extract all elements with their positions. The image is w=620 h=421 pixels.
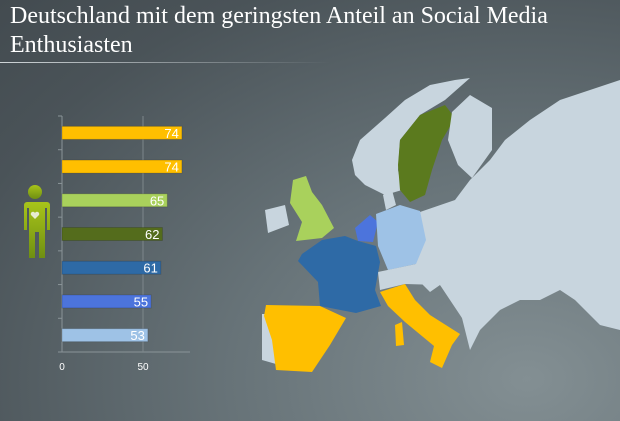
x-tick-label: 50 [137,362,149,373]
bar-value-label: 74 [164,126,178,141]
map-region-netherlands [355,215,378,242]
bar-italien [61,159,183,174]
map-region-spain [264,305,346,372]
map-region-sardinia [395,322,404,346]
bar-schweden [61,227,163,241]
map-region-ireland [265,205,289,233]
bar-frankreich [61,260,162,275]
x-tick-label: 0 [59,362,65,373]
map-region-finland [448,95,492,178]
bar-niederlande [61,294,152,309]
map-region-eastern-europe [415,80,620,330]
map-region-sweden [398,105,455,202]
person-heart-icon [23,185,50,258]
bar-value-label: 74 [164,160,178,175]
map-region-denmark [383,190,396,210]
map-region-balkans [440,285,500,350]
map-region-france [298,236,381,313]
map-region-alps [378,264,440,290]
bar-value-label: 53 [130,328,144,343]
bar-value-label: 62 [145,227,159,242]
map-region-germany [376,205,426,270]
map-region-italy [380,284,460,368]
map-region-uk [290,176,334,241]
bar-deutschland [61,328,149,343]
bar-value-label: 61 [143,261,157,276]
map-region-norway [352,78,470,195]
page-title: Deutschland mit dem geringsten Anteil an… [10,3,548,58]
bar-value-label: 55 [134,294,148,309]
bar-value-label: 65 [150,193,164,208]
title-divider [0,62,330,63]
bar-spanien [61,125,183,140]
bar-großbritannien [61,193,168,208]
